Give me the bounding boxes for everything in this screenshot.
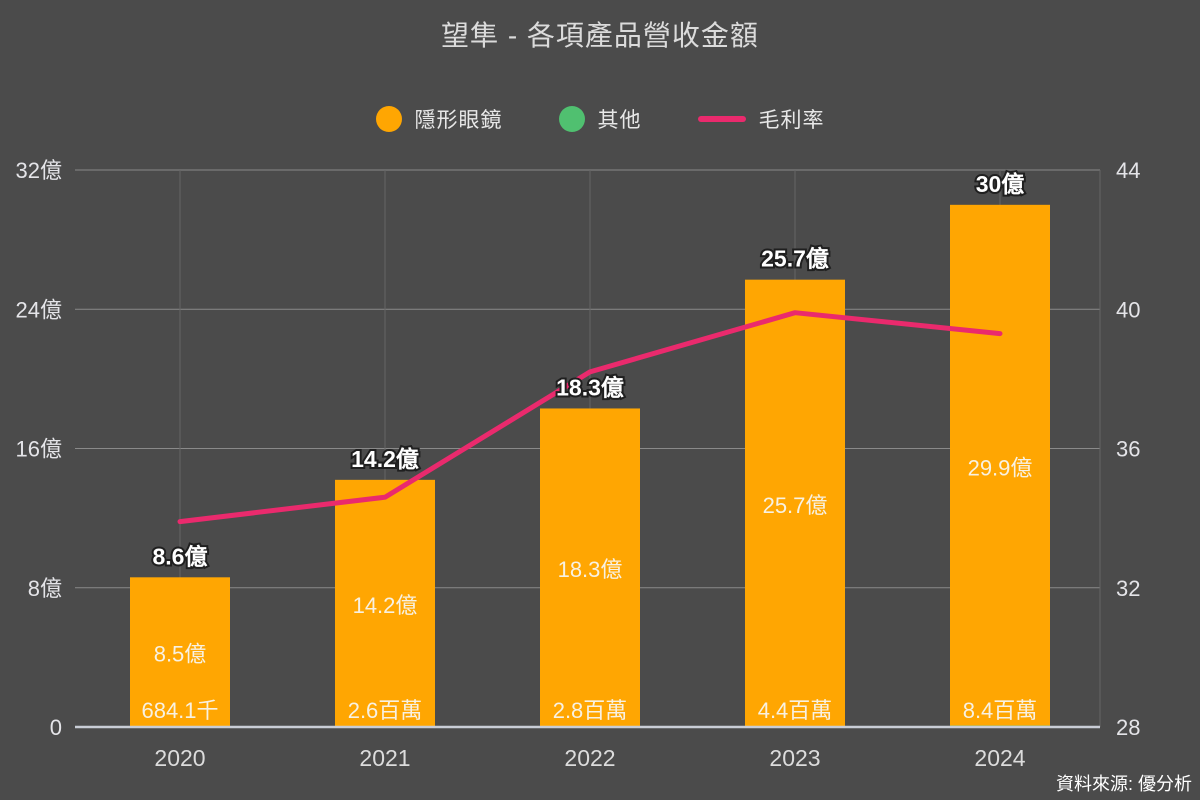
x-axis-label-2020: 2020 [154,745,205,771]
bar-lens-label-2024: 29.9億 [968,455,1033,480]
bar-lens-label-2020: 8.5億 [154,642,207,667]
left-axis-tick: 32億 [16,158,62,183]
bar-total-label-2023: 25.7億 [761,246,829,272]
x-axis-label-2023: 2023 [769,745,820,771]
bar-contact-lens-2023[interactable] [745,279,845,727]
x-axis-label-2022: 2022 [564,745,615,771]
left-axis-tick: 0 [50,715,62,740]
bar-other-label-2020: 684.1千 [141,698,218,723]
bar-other-label-2021: 2.6百萬 [348,698,423,723]
contact-lens-swatch-icon [375,106,402,132]
legend-label-contact-lens: 隱形眼鏡 [414,109,503,132]
x-axis-label-2024: 2024 [974,745,1025,771]
bar-lens-label-2021: 14.2億 [353,593,418,618]
legend-item-gross-margin[interactable]: 毛利率 [697,104,825,134]
other-swatch-icon [558,106,585,132]
right-axis-tick: 28 [1116,715,1140,740]
bar-lens-label-2023: 25.7億 [763,493,828,518]
x-axis-label-2021: 2021 [359,745,410,771]
bar-total-label-2021: 14.2億 [351,446,419,472]
bar-contact-lens-2020[interactable] [130,577,230,727]
legend-label-other: 其他 [597,109,642,132]
bar-other-label-2023: 4.4百萬 [758,698,833,723]
source-note: 資料來源: 優分析 [1055,774,1192,794]
left-axis-tick: 16億 [16,437,62,462]
bar-other-label-2022: 2.8百萬 [553,698,628,723]
gross-margin-swatch-icon [697,116,746,122]
gross-margin-line[interactable] [177,310,1003,525]
right-axis-tick: 32 [1116,576,1140,601]
bar-contact-lens-2021[interactable] [335,479,435,727]
chart-title: 望隼 - 各項產品營收金額 [441,20,759,51]
right-axis-tick: 44 [1116,158,1140,183]
right-axis-tick: 36 [1116,437,1140,462]
bar-contact-lens-2022[interactable] [540,408,640,727]
legend-item-contact-lens[interactable]: 隱形眼鏡 [375,104,503,134]
bar-lens-label-2022: 18.3億 [558,557,623,582]
bar-contact-lens-2024[interactable] [950,204,1050,727]
bar-total-label-2024: 30億 [976,171,1025,197]
left-axis-tick: 24億 [16,297,62,322]
bar-total-label-2022: 18.3億 [556,374,624,400]
legend-item-other[interactable]: 其他 [558,104,642,134]
bar-total-label-2020: 8.6億 [153,543,208,569]
bar-other-label-2024: 8.4百萬 [963,698,1038,723]
right-axis-tick: 40 [1116,297,1140,322]
legend: 隱形眼鏡 其他 毛利率 [0,104,1200,134]
left-axis-tick: 8億 [28,576,62,601]
legend-label-gross-margin: 毛利率 [758,109,825,132]
